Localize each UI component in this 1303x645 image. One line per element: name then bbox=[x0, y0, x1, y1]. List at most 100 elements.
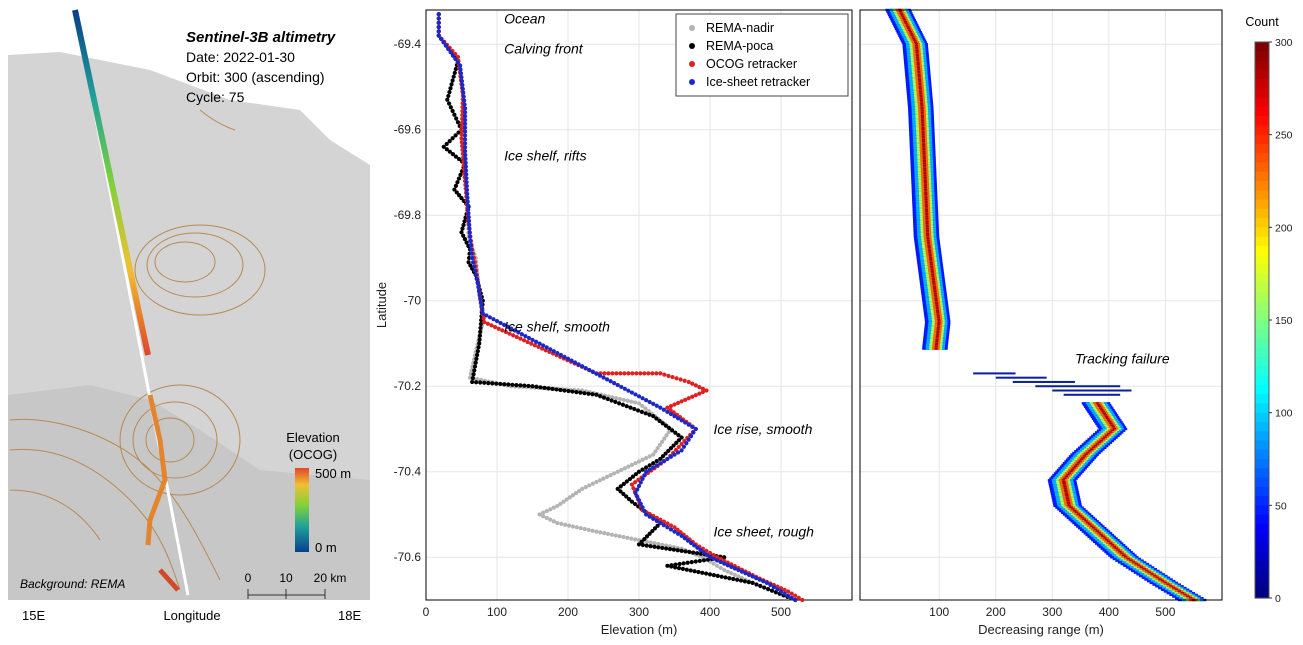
data-point bbox=[675, 450, 681, 455]
colorbar-cell bbox=[1255, 366, 1269, 377]
heatmap-cell bbox=[1147, 571, 1152, 574]
data-point bbox=[715, 558, 720, 563]
heatmap-cell bbox=[926, 236, 930, 239]
colorbar-tick-label: 100 bbox=[1275, 408, 1293, 420]
data-point bbox=[633, 472, 639, 477]
data-point bbox=[466, 255, 472, 261]
data-point bbox=[492, 324, 498, 330]
heatmap-cell bbox=[1172, 586, 1176, 590]
heatmap-cell bbox=[933, 290, 937, 294]
colorbar-cell bbox=[1255, 264, 1269, 275]
data-point bbox=[647, 399, 652, 405]
data-point bbox=[640, 396, 645, 401]
data-point bbox=[559, 521, 564, 526]
heatmap-cell bbox=[1062, 480, 1066, 484]
data-point bbox=[590, 369, 595, 374]
data-point bbox=[621, 534, 626, 540]
data-point bbox=[685, 538, 691, 543]
heatmap-cell bbox=[910, 34, 914, 37]
data-point bbox=[633, 537, 638, 542]
data-point bbox=[727, 576, 732, 581]
data-point bbox=[652, 526, 658, 531]
heatmap-cell bbox=[926, 237, 930, 241]
colorbar-cell bbox=[1255, 579, 1269, 590]
heatmap-cell bbox=[1076, 461, 1081, 465]
heatmap-cell bbox=[912, 37, 916, 41]
colorbar-cell bbox=[1255, 551, 1269, 562]
heatmap-cell bbox=[925, 219, 929, 222]
data-point bbox=[546, 386, 551, 391]
heatmap-cell bbox=[1188, 597, 1193, 600]
heatmap-cell bbox=[902, 17, 906, 20]
data-point bbox=[450, 152, 455, 157]
profile-xtick-label: 500 bbox=[771, 605, 791, 619]
data-point bbox=[686, 422, 691, 427]
data-point bbox=[523, 334, 528, 339]
data-point bbox=[444, 141, 449, 147]
heatmap-cell bbox=[921, 137, 925, 140]
heatmap-cell bbox=[937, 321, 941, 325]
heatmap-cell bbox=[1086, 521, 1090, 525]
profile-ytick-label: -70 bbox=[404, 294, 422, 308]
data-point bbox=[452, 112, 457, 117]
data-point bbox=[661, 519, 666, 524]
data-point bbox=[447, 139, 452, 144]
data-point bbox=[711, 556, 716, 561]
heatmap-cell bbox=[909, 32, 913, 36]
heatmap-cell bbox=[1079, 458, 1084, 461]
data-point bbox=[486, 380, 491, 386]
annotation-label: Ice shelf, rifts bbox=[504, 147, 586, 163]
data-point bbox=[598, 530, 603, 535]
data-point bbox=[639, 409, 644, 414]
heatmap-cell bbox=[919, 101, 924, 104]
data-point bbox=[679, 399, 684, 404]
data-point bbox=[746, 572, 752, 577]
data-point bbox=[436, 16, 441, 21]
data-point bbox=[446, 46, 451, 52]
data-point bbox=[677, 561, 682, 567]
data-point bbox=[683, 420, 688, 425]
data-point bbox=[465, 203, 471, 208]
data-point bbox=[518, 336, 523, 341]
heatmap-cell bbox=[924, 195, 928, 198]
data-point bbox=[466, 218, 472, 224]
data-point bbox=[680, 566, 685, 572]
legend-max: 500 m bbox=[315, 466, 351, 481]
heatmap-cell bbox=[927, 248, 931, 251]
data-point bbox=[775, 587, 780, 592]
data-point bbox=[472, 364, 478, 369]
colorbar-cell bbox=[1255, 347, 1269, 358]
waveform-chart-panel: 100 200 300 400 500 Tracking failure Decreasin… bbox=[850, 0, 1303, 640]
heatmap-cell bbox=[937, 320, 941, 323]
colorbar-cell bbox=[1255, 116, 1269, 126]
heatmap-cell bbox=[925, 212, 929, 215]
data-point bbox=[640, 467, 645, 472]
heatmap-cell bbox=[1067, 503, 1071, 506]
data-point bbox=[476, 284, 481, 290]
data-point bbox=[628, 405, 633, 410]
annotation-label: Ice rise, smooth bbox=[714, 421, 813, 437]
colorbar-cell bbox=[1255, 181, 1269, 191]
colorbar-cell bbox=[1255, 143, 1269, 154]
scale-tick-10: 10 bbox=[279, 571, 293, 585]
heatmap-cell bbox=[1071, 508, 1075, 511]
colorbar-cell bbox=[1255, 412, 1269, 423]
heatmap-cell bbox=[1122, 554, 1126, 557]
profile-ytick-label: -69.8 bbox=[394, 208, 422, 222]
data-point bbox=[654, 518, 659, 524]
data-point bbox=[655, 523, 660, 528]
data-point bbox=[514, 334, 519, 340]
profile-xtick-label: 100 bbox=[487, 605, 507, 619]
data-point bbox=[624, 494, 629, 499]
data-point bbox=[478, 329, 483, 334]
data-point bbox=[690, 381, 695, 386]
data-point bbox=[661, 458, 666, 464]
data-point bbox=[450, 136, 455, 141]
data-point bbox=[530, 337, 535, 342]
data-point bbox=[466, 211, 471, 216]
data-point bbox=[644, 397, 649, 403]
profile-ylabel: Latitude bbox=[374, 282, 389, 328]
data-point bbox=[472, 264, 477, 269]
heatmap-cell bbox=[925, 224, 929, 227]
